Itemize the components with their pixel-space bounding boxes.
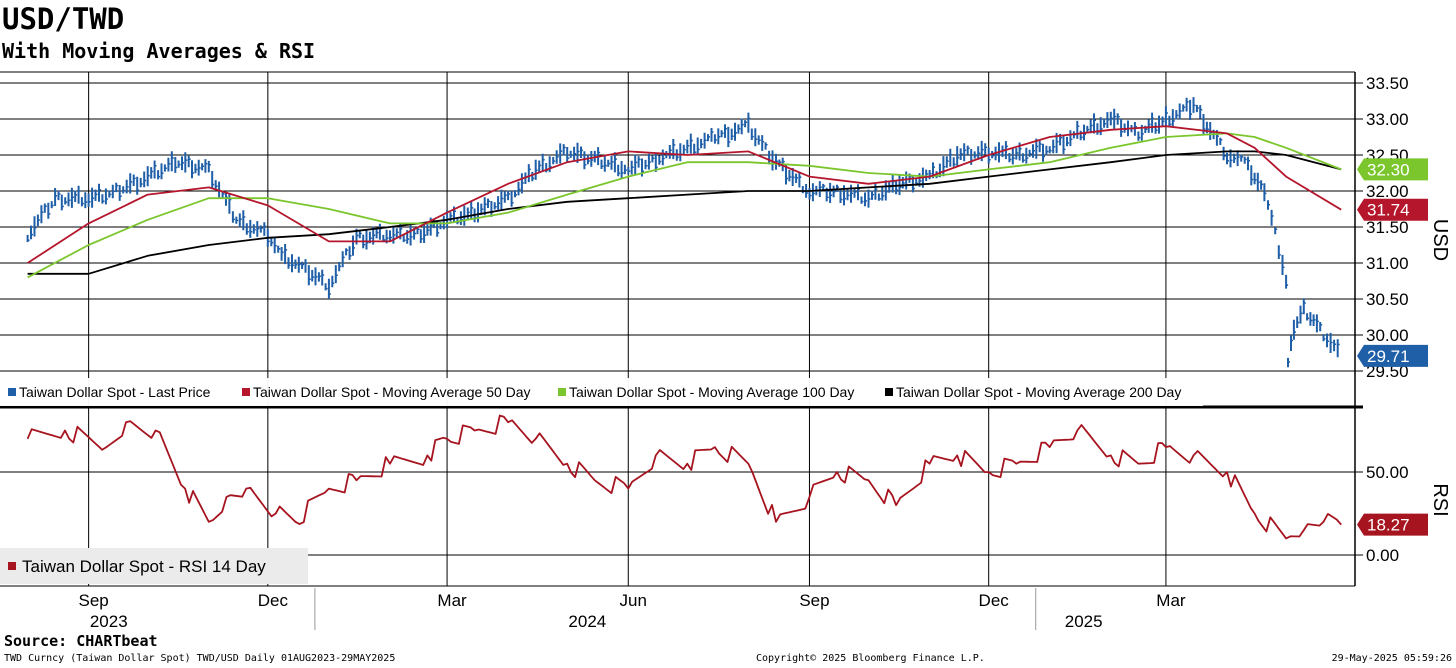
value-badges: 32.30 31.74 29.71 18.27 xyxy=(1357,158,1428,536)
series-layer xyxy=(26,97,1342,540)
legend-swatch xyxy=(8,388,16,396)
rsi-axis-title: RSI xyxy=(1429,483,1451,516)
legend-swatch xyxy=(242,388,250,396)
footer-center: Copyright© 2025 Bloomberg Finance L.P. xyxy=(756,653,985,664)
ma50-value-badge-text: 31.74 xyxy=(1367,201,1410,220)
x-tick-label: Dec xyxy=(258,591,289,610)
y-axis-title: USD xyxy=(1429,219,1451,261)
y-tick-label: 32.00 xyxy=(1366,182,1409,201)
x-year-label: 2023 xyxy=(90,612,128,631)
rsi-y-tick-label: 50.00 xyxy=(1366,463,1409,482)
rsi-value-badge-text: 18.27 xyxy=(1367,516,1410,535)
price-series-group xyxy=(26,97,1342,368)
chart-subtitle: With Moving Averages & RSI xyxy=(2,39,316,63)
x-year-label: 2025 xyxy=(1065,612,1103,631)
ma100-value-badge-text: 32.30 xyxy=(1367,160,1410,179)
footer-left: TWD Curncy (Taiwan Dollar Spot) TWD/USD … xyxy=(4,653,396,664)
y-tick-label: 31.00 xyxy=(1366,254,1409,273)
ma100-line xyxy=(27,132,1342,279)
rsi-legend-swatch xyxy=(8,562,16,570)
legend-swatch xyxy=(885,388,893,396)
axes-layer: Sep Dec Mar Jun Sep Dec Mar 2023 2024 2025 33.50 33… xyxy=(79,72,1451,631)
ma200-line xyxy=(27,150,1342,275)
legend-layer: Taiwan Dollar Spot - Last Price Taiwan Do… xyxy=(0,378,1203,584)
x-tick-label: Jun xyxy=(620,591,647,610)
legend-label: Taiwan Dollar Spot - Last Price xyxy=(19,384,211,400)
price-legend-box xyxy=(0,378,1203,406)
rsi-value-badge: 18.27 xyxy=(1357,513,1428,536)
rsi-legend-label: Taiwan Dollar Spot - RSI 14 Day xyxy=(22,557,266,576)
footer-right: 29-May-2025 05:59:26 xyxy=(1331,653,1452,664)
rsi-legend-box xyxy=(0,548,308,584)
rsi-series-group xyxy=(26,414,1342,540)
ma50-value-badge-shape xyxy=(1357,198,1428,221)
source-note: Source: CHARTbeat xyxy=(4,632,158,650)
rsi-line xyxy=(26,414,1342,540)
x-year-label: 2024 xyxy=(568,612,606,631)
y-tick-label: 30.50 xyxy=(1366,290,1409,309)
price-bars xyxy=(26,97,1339,368)
x-tick-label: Sep xyxy=(79,591,109,610)
y-tick-label: 33.50 xyxy=(1366,74,1409,93)
ma50-value-badge: 31.74 xyxy=(1357,198,1428,221)
y-tick-label: 33.00 xyxy=(1366,110,1409,129)
y-tick-label: 31.50 xyxy=(1366,218,1409,237)
ma100-value-badge-shape xyxy=(1357,158,1428,181)
x-tick-label: Mar xyxy=(1156,591,1186,610)
x-tick-label: Dec xyxy=(979,591,1010,610)
chart-title: USD/TWD xyxy=(2,2,125,36)
last-price-value-badge: 29.71 xyxy=(1357,344,1428,367)
legend-label: Taiwan Dollar Spot - Moving Average 50 D… xyxy=(253,384,531,400)
legend-label: Taiwan Dollar Spot - Moving Average 200 … xyxy=(896,384,1181,400)
grid-lines xyxy=(0,71,1363,630)
legend-label: Taiwan Dollar Spot - Moving Average 100 … xyxy=(569,384,854,400)
ma50-line xyxy=(27,125,1342,264)
legend-swatch xyxy=(558,388,566,396)
last-price-value-badge-text: 29.71 xyxy=(1367,347,1410,366)
last-price-value-badge-shape xyxy=(1357,344,1428,367)
x-tick-label: Sep xyxy=(799,591,829,610)
y-tick-label: 30.00 xyxy=(1366,326,1409,345)
ma100-value-badge: 32.30 xyxy=(1357,158,1428,181)
rsi-y-tick-label: 0.00 xyxy=(1366,546,1399,565)
rsi-value-badge-shape xyxy=(1357,513,1428,536)
x-tick-label: Mar xyxy=(437,591,467,610)
